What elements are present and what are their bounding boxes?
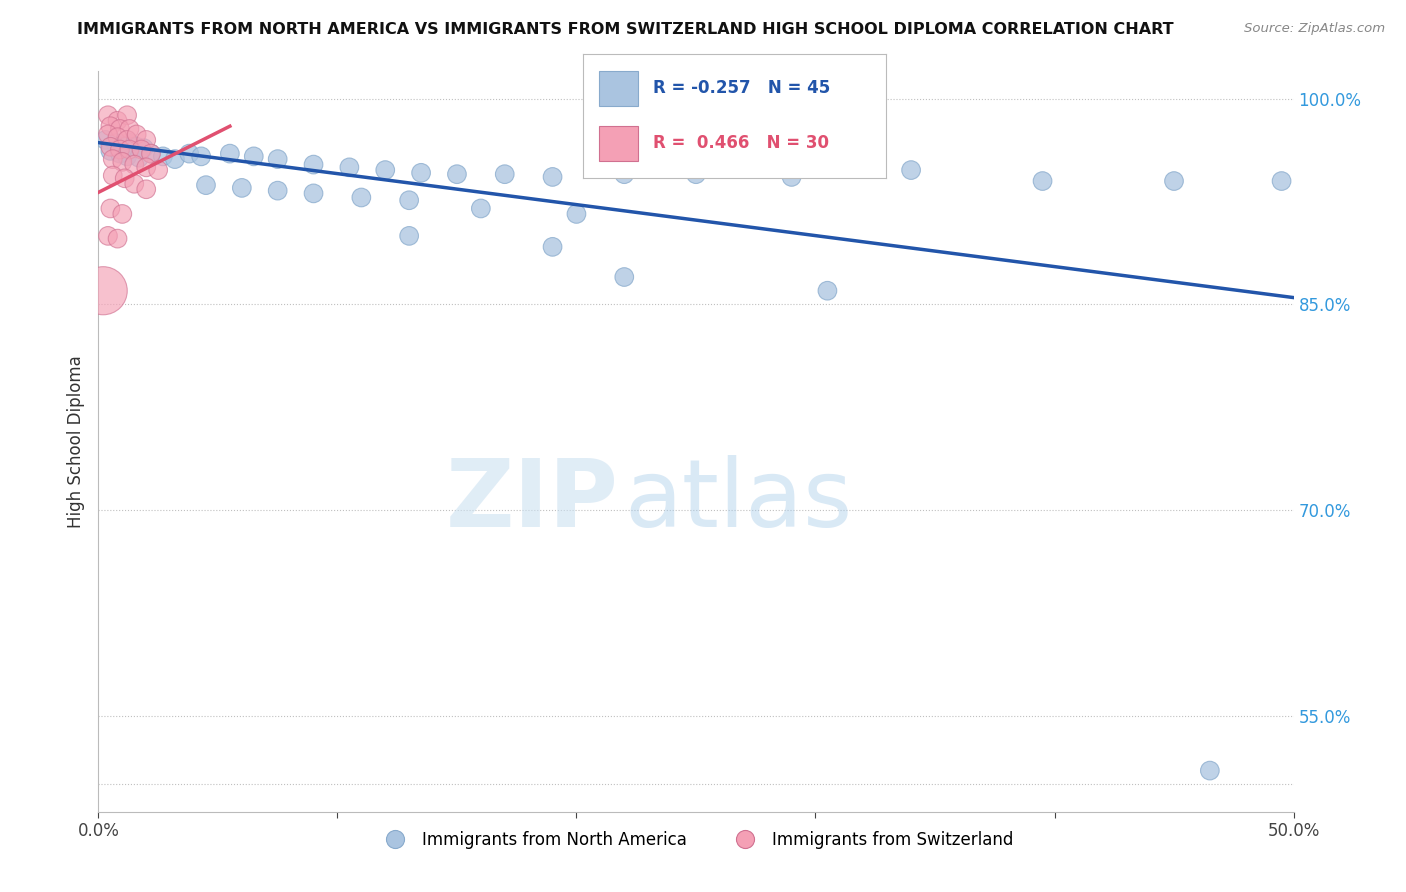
Point [243,149,266,163]
Point [374,163,396,178]
Point [446,167,468,181]
Point [128,151,150,165]
Point [118,122,141,136]
Point [267,152,290,166]
Point [108,146,131,161]
Point [179,146,201,161]
Text: R =  0.466   N = 30: R = 0.466 N = 30 [652,135,830,153]
Point [98,140,122,154]
Point [613,270,636,285]
Point [900,163,922,178]
Point [1271,174,1294,188]
Point [565,207,588,221]
Text: R = -0.257   N = 45: R = -0.257 N = 45 [652,79,831,97]
Point [1163,174,1185,188]
Point [219,146,242,161]
Point [339,161,361,175]
Point [152,149,174,163]
Point [195,178,218,193]
Point [97,108,120,122]
Point [148,163,170,178]
Point [139,146,162,161]
Point [398,228,420,243]
Point [111,154,134,169]
Point [1032,174,1054,188]
Point [108,122,131,136]
Point [541,169,564,184]
Point [541,240,564,254]
Point [135,161,157,175]
Point [135,133,157,147]
Point [1199,764,1222,778]
Text: Source: ZipAtlas.com: Source: ZipAtlas.com [1244,22,1385,36]
Point [815,284,838,298]
Point [114,171,136,186]
Point [470,202,492,216]
Point [115,149,138,163]
Point [111,207,134,221]
Point [350,190,373,204]
Legend: Immigrants from North America, Immigrants from Switzerland: Immigrants from North America, Immigrant… [373,824,1019,855]
Point [124,177,146,191]
Point [107,113,129,128]
Point [780,169,803,184]
Point [163,152,186,166]
Point [97,128,120,142]
Point [91,284,114,298]
Point [104,136,127,150]
Point [101,169,124,183]
Point [107,130,129,145]
Point [115,133,138,147]
Point [125,140,148,154]
Point [101,152,124,166]
Point [115,108,138,122]
Point [398,193,420,207]
Point [124,158,146,172]
Point [107,232,129,246]
Point [98,202,122,216]
Point [98,144,122,158]
Point [132,141,155,155]
Point [108,143,131,157]
Point [267,184,290,198]
Text: ZIP: ZIP [446,455,619,547]
Point [94,133,117,147]
Point [118,136,141,150]
Point [190,149,212,163]
Text: IMMIGRANTS FROM NORTH AMERICA VS IMMIGRANTS FROM SWITZERLAND HIGH SCHOOL DIPLOMA: IMMIGRANTS FROM NORTH AMERICA VS IMMIGRA… [77,22,1174,37]
Point [111,138,134,153]
Point [97,228,120,243]
Y-axis label: High School Diploma: High School Diploma [66,355,84,528]
Point [685,167,707,181]
Point [135,182,157,196]
Point [98,119,122,133]
Point [231,181,253,195]
Text: atlas: atlas [624,455,852,547]
Bar [599,71,638,106]
Point [302,158,325,172]
Point [411,166,433,180]
Point [494,167,516,181]
Point [118,143,141,157]
Bar [599,126,638,161]
Point [139,146,162,161]
Point [302,186,325,201]
Point [125,128,148,142]
Point [131,143,153,157]
Point [613,167,636,181]
